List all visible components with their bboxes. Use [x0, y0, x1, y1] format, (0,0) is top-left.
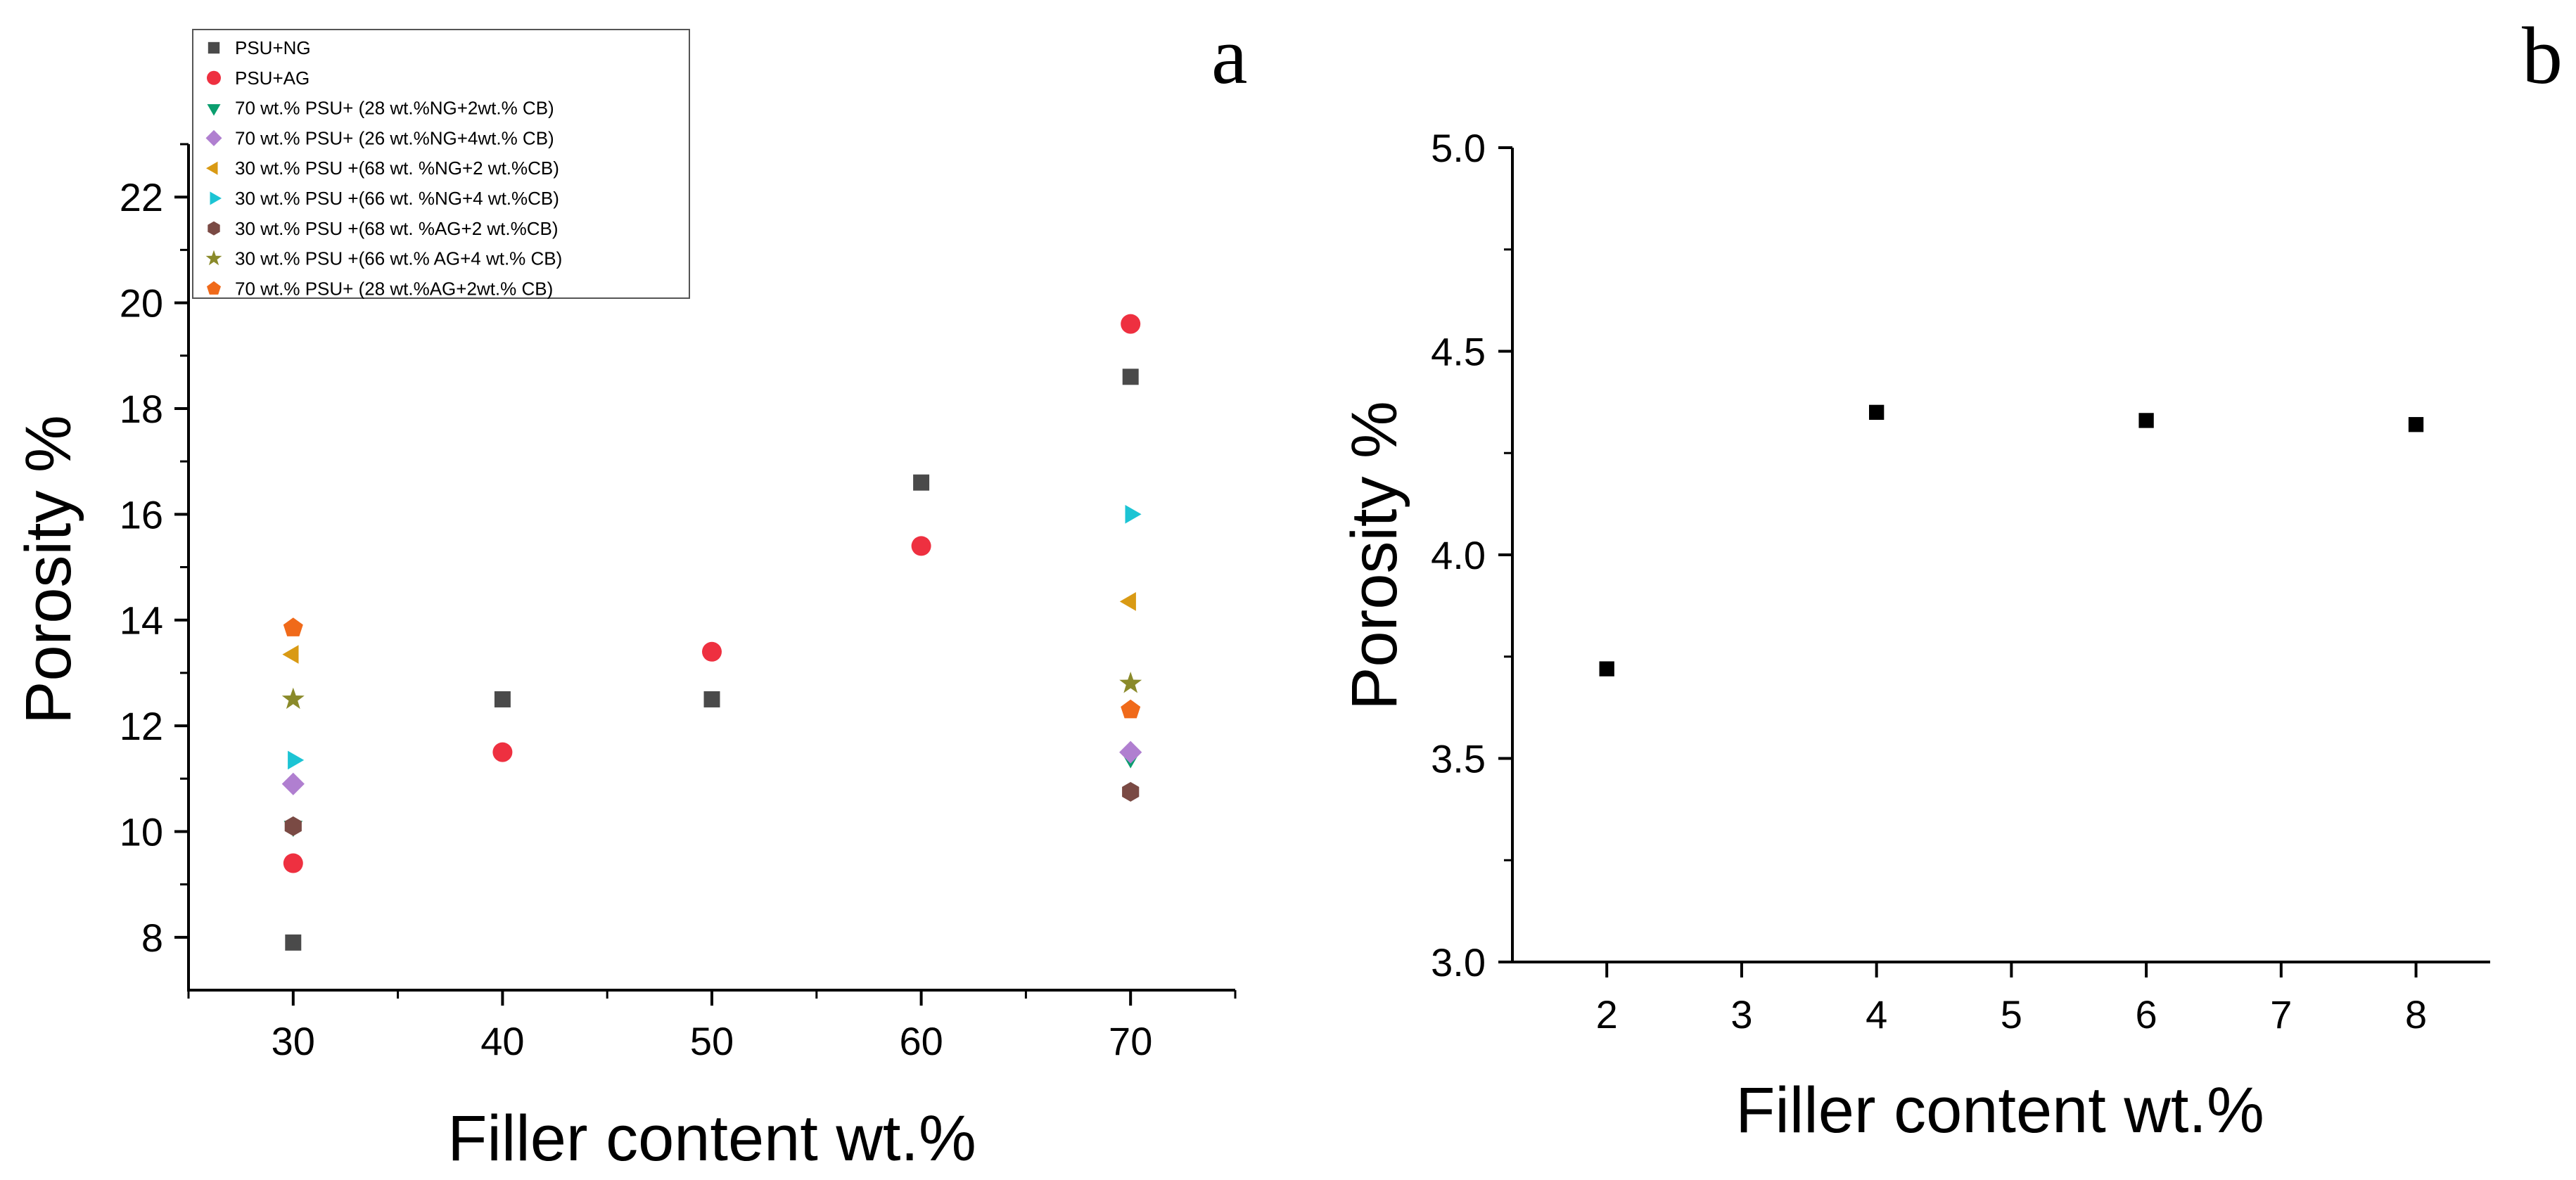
x-tick-label: 5: [2001, 992, 2022, 1037]
data-point-series-2: [283, 853, 303, 873]
legend-label-5: 30 wt.% PSU +(68 wt. %NG+2 wt.%CB): [235, 158, 559, 179]
x-tick-label: 70: [1109, 1019, 1152, 1063]
panel-label-b: b: [2522, 11, 2563, 101]
data-point-series-5: [1119, 592, 1136, 611]
legend-marker-3: [207, 104, 221, 116]
legend-a: PSU+NG PSU+AG 70 wt.% PSU+ (28 wt.%NG+2wt.…: [192, 29, 690, 299]
y-tick-label: 8: [141, 916, 163, 960]
y-tick-label: 4.5: [1431, 330, 1486, 374]
legend-marker-7: [208, 221, 220, 236]
y-tick-label: 12: [120, 704, 163, 748]
legend-label-7: 30 wt.% PSU +(68 wt. %AG+2 wt.%CB): [235, 218, 559, 239]
legend-marker-8: [205, 250, 222, 266]
x-tick-label: 4: [1866, 992, 1887, 1037]
data-point-series-6: [288, 750, 305, 770]
x-tick-label: 3: [1730, 992, 1752, 1037]
y-tick-label: 10: [120, 809, 163, 854]
legend-label-4: 70 wt.% PSU+ (26 wt.%NG+4wt.% CB): [235, 127, 554, 148]
y-tick-label: 18: [120, 387, 163, 431]
legend-marker-6: [210, 191, 222, 205]
data-point-series-2: [702, 641, 722, 662]
data-point-series-7: [1122, 782, 1140, 802]
y-axis-label-b: Porosity %: [1339, 401, 1410, 710]
y-ticks-b: 3.0 3.5 4.0 4.5 5.0: [1431, 126, 1512, 985]
x-ticks-a: 30 40 50 60 70: [187, 990, 1237, 1063]
x-tick-label: 7: [2270, 992, 2292, 1037]
data-point-series-1: [703, 691, 720, 707]
legend-label-8: 30 wt.% PSU +(66 wt.% AG+4 wt.% CB): [235, 248, 562, 269]
data-points-a: [281, 314, 1142, 951]
x-axis-label-a: Filler content wt.%: [447, 1103, 976, 1174]
y-axis-label-a: Porosity %: [13, 415, 84, 724]
data-point-series-1: [285, 934, 302, 951]
legend-label-1: PSU+NG: [235, 37, 311, 58]
y-tick-label: 22: [120, 175, 163, 219]
y-tick-label: 14: [120, 598, 163, 643]
data-point-series-1: [913, 474, 930, 491]
legend-marker-2: [207, 70, 221, 85]
data-point-series-2: [1121, 314, 1141, 334]
y-tick-label: 3.5: [1431, 737, 1486, 781]
data-point-series-1: [494, 691, 511, 707]
data-point-series-2: [492, 742, 513, 762]
legend-box-a: [192, 29, 690, 299]
data-point-series-9: [283, 617, 303, 636]
data-point-b: [2138, 413, 2154, 428]
data-point-series-9: [1121, 699, 1141, 719]
x-axis-label-b: Filler content wt.%: [1735, 1075, 2264, 1146]
data-point-series-6: [1125, 505, 1142, 524]
y-tick-label: 16: [120, 492, 163, 537]
x-tick-label: 50: [690, 1019, 734, 1063]
data-point-b: [2408, 417, 2424, 432]
legend-label-6: 30 wt.% PSU +(66 wt. %NG+4 wt.%CB): [235, 188, 559, 209]
x-tick-label: 60: [899, 1019, 943, 1063]
legend-marker-1: [208, 41, 220, 54]
data-point-series-2: [911, 536, 931, 556]
y-tick-label: 4.0: [1431, 533, 1486, 577]
data-point-series-8: [1119, 672, 1142, 693]
y-tick-label: 3.0: [1431, 940, 1486, 985]
data-point-series-7: [284, 816, 302, 836]
x-ticks-b: 2 3 4 5 6 7 8: [1596, 962, 2427, 1037]
legend-marker-5: [206, 161, 218, 175]
legend-label-2: PSU+AG: [235, 68, 310, 89]
data-point-b: [1599, 661, 1614, 676]
x-tick-label: 2: [1596, 992, 1618, 1037]
data-point-series-5: [282, 645, 299, 664]
data-point-b: [1868, 404, 1885, 421]
panel-label-a: a: [1211, 11, 1248, 101]
legend-marker-9: [207, 281, 221, 295]
x-tick-label: 6: [2136, 992, 2157, 1037]
data-point-series-4: [1119, 740, 1142, 764]
data-point-series-4: [281, 772, 305, 795]
x-tick-label: 40: [480, 1019, 524, 1063]
legend-label-3: 70 wt.% PSU+ (28 wt.%NG+2wt.% CB): [235, 98, 554, 119]
legend-marker-4: [205, 129, 222, 146]
y-ticks-a: 8 10 12 14 16 18 20 22: [120, 143, 189, 960]
y-tick-label: 5.0: [1431, 126, 1486, 170]
data-point-series-1: [1122, 368, 1139, 385]
data-points-b: [1599, 404, 2424, 676]
legend-label-9: 70 wt.% PSU+ (28 wt.%AG+2wt.% CB): [235, 278, 553, 299]
x-tick-label: 30: [272, 1019, 315, 1063]
chart-b: b 3.0 3.5 4.0 4.5 5.0 2 3 4 5 6 7 8 Porosity % Fil…: [1339, 11, 2563, 1146]
y-tick-label: 20: [120, 281, 163, 326]
data-point-series-8: [281, 687, 305, 710]
x-tick-label: 8: [2405, 992, 2427, 1037]
